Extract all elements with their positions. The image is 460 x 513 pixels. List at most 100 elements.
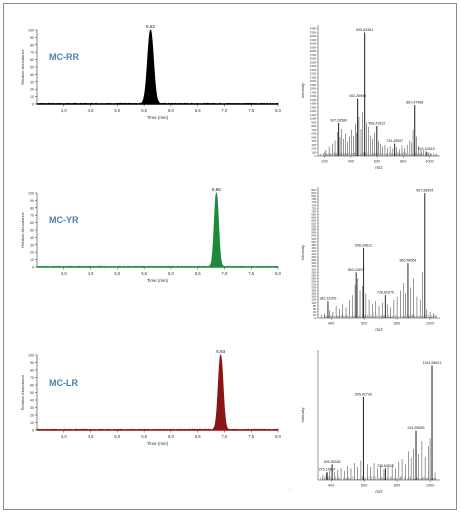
mass-spectrum-2: 0204060801001201401601802002202402602803… bbox=[300, 187, 440, 332]
x-axis-label: m/z bbox=[375, 327, 383, 332]
x-tick-label: 5,5 bbox=[141, 434, 147, 439]
y-tick-label: 1100 bbox=[310, 113, 316, 117]
y-tick-label: 50 bbox=[30, 229, 34, 233]
y-axis-label: Intensity bbox=[300, 245, 305, 260]
x-tick-label: 800 bbox=[400, 160, 406, 164]
y-tick-label: 700 bbox=[311, 128, 316, 132]
y-tick-label: 200 bbox=[311, 286, 316, 290]
y-tick-label: 720 bbox=[311, 206, 316, 210]
y-tick-label: 90 bbox=[30, 361, 34, 365]
peak-mz-label: 967,58594 bbox=[416, 189, 433, 193]
y-tick-label: 1300 bbox=[310, 105, 317, 109]
x-tick-label: 6,0 bbox=[168, 271, 174, 276]
y-tick-label: 2400 bbox=[310, 64, 317, 68]
x-tick-label: 600 bbox=[374, 160, 380, 164]
y-tick-label: 2800 bbox=[310, 49, 317, 53]
y-tick-label: 120 bbox=[311, 298, 316, 302]
y-tick-label: 2200 bbox=[310, 72, 317, 76]
y-tick-label: 200 bbox=[311, 147, 316, 151]
y-tick-label: 500 bbox=[311, 240, 316, 244]
y-tick-label: 2700 bbox=[310, 53, 317, 57]
y-tick-label: 10 bbox=[30, 421, 34, 425]
x-axis-label: Time (min) bbox=[147, 115, 169, 120]
y-tick-label: 340 bbox=[311, 264, 316, 268]
y-tick-label: 3100 bbox=[310, 38, 317, 42]
y-tick-label: 20 bbox=[30, 414, 34, 418]
peak-mz-label: 860,58564 bbox=[399, 259, 416, 263]
y-tick-label: 840 bbox=[311, 188, 316, 192]
y-tick-label: 400 bbox=[311, 139, 316, 143]
x-tick-label: 5,0 bbox=[114, 271, 120, 276]
y-tick-label: 30 bbox=[30, 243, 34, 247]
x-tick-label: 5,5 bbox=[141, 271, 147, 276]
y-tick-label: 600 bbox=[311, 132, 316, 136]
y-tick-label: 100 bbox=[28, 354, 34, 358]
x-tick-label: 4,5 bbox=[88, 434, 94, 439]
y-tick-label: 60 bbox=[30, 221, 34, 225]
x-tick-label: 400 bbox=[328, 484, 334, 488]
y-tick-label: 20 bbox=[30, 88, 34, 92]
y-tick-label: 80 bbox=[313, 304, 317, 308]
y-tick-label: 300 bbox=[311, 270, 316, 274]
y-tick-label: 40 bbox=[30, 236, 34, 240]
y-tick-label: 40 bbox=[30, 399, 34, 403]
y-tick-label: 40 bbox=[313, 310, 317, 314]
y-tick-label: 520 bbox=[311, 237, 316, 241]
y-tick-label: 180 bbox=[311, 289, 316, 293]
x-tick-label: 4,0 bbox=[61, 434, 67, 439]
x-tick-label: 400 bbox=[348, 160, 354, 164]
x-axis-label: Time (min) bbox=[147, 278, 169, 283]
y-tick-label: 90 bbox=[30, 36, 34, 40]
y-tick-label: 140 bbox=[311, 295, 316, 299]
y-tick-label: 580 bbox=[311, 228, 316, 232]
y-tick-label: 60 bbox=[30, 58, 34, 62]
y-tick-label: 800 bbox=[311, 194, 316, 198]
y-axis-label: Intensity bbox=[300, 408, 305, 423]
peak-mz-label: 728,63512 bbox=[377, 464, 394, 468]
x-tick-label: 1000 bbox=[426, 322, 434, 326]
y-tick-label: 2300 bbox=[310, 68, 317, 72]
peak-trace bbox=[36, 192, 279, 268]
y-tick-label: 260 bbox=[311, 276, 316, 280]
peak-mz-label: 598,41522 bbox=[368, 122, 385, 126]
y-tick-label: 0 bbox=[314, 154, 316, 158]
peak-retention-label: 6,93 bbox=[216, 349, 225, 354]
y-tick-label: 0 bbox=[32, 429, 34, 433]
y-tick-label: 50 bbox=[30, 66, 34, 70]
x-tick-label: 5,5 bbox=[141, 108, 147, 113]
x-tick-label: 7,0 bbox=[222, 271, 228, 276]
peak-trace bbox=[36, 29, 279, 105]
y-tick-label: 1500 bbox=[310, 98, 317, 102]
y-tick-label: 3400 bbox=[310, 27, 317, 31]
y-tick-label: 20 bbox=[30, 251, 34, 255]
y-tick-label: 240 bbox=[311, 279, 316, 283]
y-tick-label: 1400 bbox=[310, 102, 317, 106]
y-tick-label: 620 bbox=[311, 222, 316, 226]
y-tick-label: 0 bbox=[32, 103, 34, 107]
x-tick-label: 7,0 bbox=[222, 434, 228, 439]
y-tick-label: 0 bbox=[314, 316, 316, 320]
peak-mz-label: 307,26580 bbox=[330, 119, 347, 123]
y-axis-label: Intensity bbox=[300, 83, 305, 98]
peak-mz-label: 596,34812 bbox=[355, 243, 372, 247]
x-tick-label: 6,5 bbox=[195, 434, 201, 439]
y-tick-label: 300 bbox=[311, 143, 316, 147]
y-tick-label: 60 bbox=[313, 307, 317, 311]
figure-frame bbox=[3, 3, 457, 510]
x-tick-label: 8,0 bbox=[275, 271, 281, 276]
peak-mz-label: 887,47458 bbox=[406, 101, 423, 105]
peak-retention-label: 6,85 bbox=[212, 187, 221, 192]
y-axis-label: Relative Abundance bbox=[20, 211, 25, 247]
y-tick-label: 1000 bbox=[310, 117, 317, 121]
x-tick-label: 5,0 bbox=[114, 434, 120, 439]
y-tick-label: 360 bbox=[311, 261, 316, 265]
y-tick-label: 80 bbox=[30, 206, 34, 210]
x-tick-label: 1000 bbox=[425, 160, 433, 164]
x-tick-label: 1000 bbox=[426, 484, 434, 488]
y-tick-label: 100 bbox=[311, 301, 316, 305]
peak-mz-label: 382,32205 bbox=[319, 297, 336, 301]
y-tick-label: 1200 bbox=[310, 109, 317, 113]
y-tick-label: 60 bbox=[30, 384, 34, 388]
y-tick-label: 100 bbox=[311, 150, 316, 154]
